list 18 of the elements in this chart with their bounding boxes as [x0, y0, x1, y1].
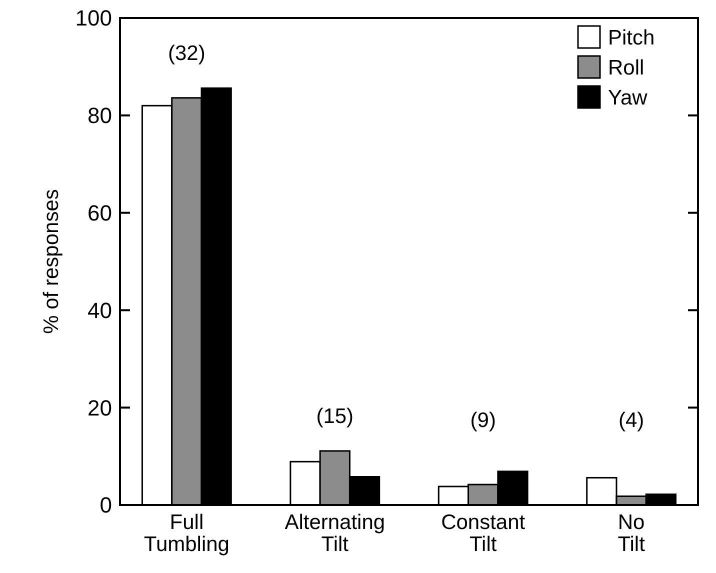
x-tick-label: Full Tumbling: [144, 511, 230, 556]
annotation: (32): [168, 42, 206, 66]
legend-label: Yaw: [608, 86, 648, 110]
y-tick-label: 80: [88, 103, 112, 128]
y-axis-title: % of responses: [40, 189, 63, 334]
legend-label: Roll: [608, 56, 644, 80]
y-tick-label: 100: [75, 6, 112, 31]
x-tick-label: No Tilt: [618, 511, 646, 556]
y-tick-label: 40: [88, 298, 112, 323]
x-tick-label: Alternating Tilt: [284, 511, 386, 556]
y-tick-label: 0: [100, 492, 112, 518]
annotation: (15): [316, 404, 354, 428]
y-tick-label: 20: [88, 395, 112, 420]
annotation: (4): [618, 409, 644, 432]
x-tick-label: Constant Tilt: [441, 511, 526, 556]
legend-label: Pitch: [608, 26, 655, 50]
y-tick-label: 60: [88, 200, 112, 226]
annotation: (9): [470, 409, 496, 432]
